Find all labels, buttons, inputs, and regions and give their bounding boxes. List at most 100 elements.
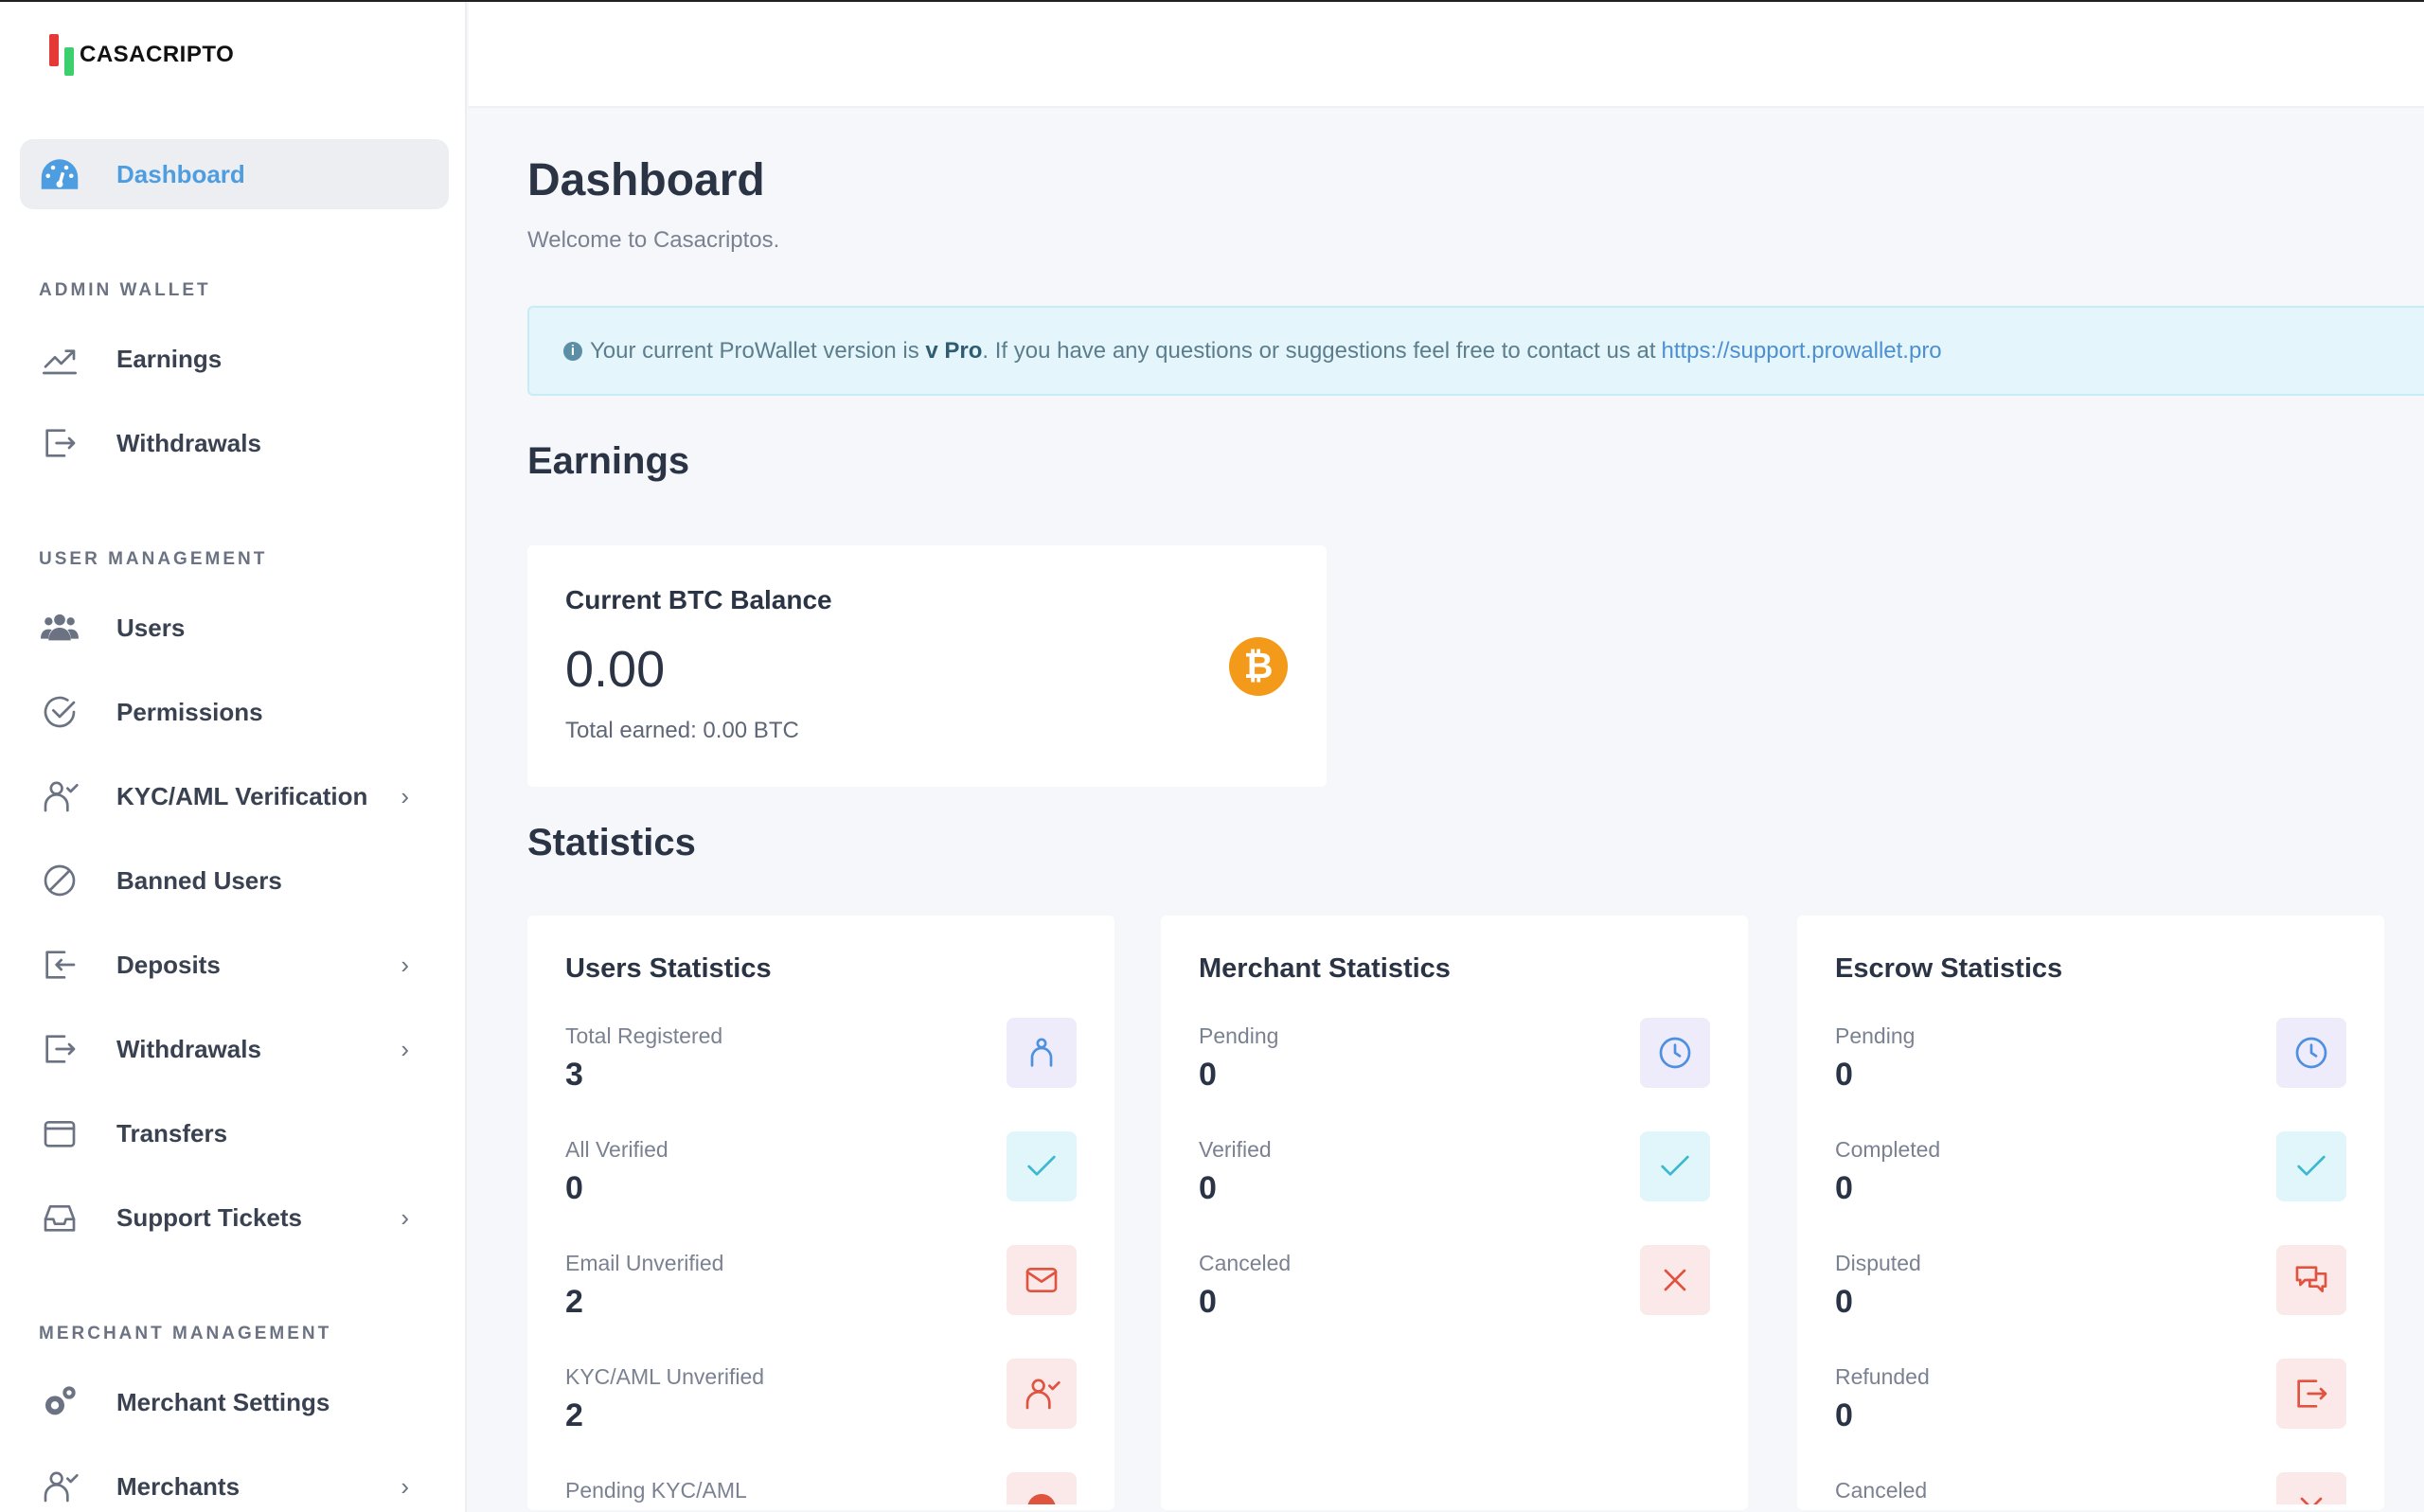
stat-label: Pending [1835,1023,1916,1048]
escrow-statistics-card: Escrow Statistics Pending 0 Completed 0 Dispu… [1797,916,2384,1510]
chevron-right-icon: › [401,781,409,810]
stat-label: Pending [1199,1023,1279,1048]
check-icon [1007,1131,1077,1201]
sidebar-item-kyc-aml-verification[interactable]: KYC/AML Verification › [20,770,449,823]
sidebar-item-users[interactable]: Users [20,601,449,654]
stat-row-pending-kyc-aml: Pending KYC/AML [565,1472,1077,1512]
export-icon [2276,1359,2346,1429]
users-icon [39,609,80,647]
clock-icon [1640,1018,1710,1088]
alert-icon [1007,1472,1077,1504]
brand-name: CASACRIPTO [80,42,235,67]
sidebar-item-earnings[interactable]: Earnings [20,332,449,385]
sidebar-item-withdrawals[interactable]: Withdrawals [20,417,449,470]
sidebar-item-banned-users[interactable]: Banned Users [20,854,449,907]
stat-row-pending: Pending 0 [1199,1018,1710,1093]
stat-label: All Verified [565,1137,668,1162]
support-link[interactable]: https://support.prowallet.pro [1661,337,1942,364]
stat-value: 0 [1199,1057,1217,1093]
user-icon [1007,1018,1077,1088]
stat-value: 0 [1835,1284,1853,1320]
stat-value: 0 [565,1170,583,1206]
stat-row-refunded: Refunded 0 [1835,1359,2346,1433]
gears-icon [39,1383,80,1421]
sidebar-item-label: Banned Users [116,865,282,895]
stat-value: 2 [565,1397,583,1433]
bitcoin-icon: ₿ [1229,637,1288,696]
logo-candle-red [49,34,59,66]
stat-label: Disputed [1835,1251,1921,1275]
x-icon [1640,1245,1710,1315]
chat-icon [2276,1245,2346,1315]
welcome-text: Welcome to Casacriptos. [527,227,780,253]
sidebar-item-label: Support Tickets [116,1202,303,1232]
export-icon [39,424,80,462]
statistics-heading: Statistics [527,822,696,863]
section-label: ADMIN WALLET [39,280,211,300]
logo-candle-green [64,47,74,76]
card-title: Escrow Statistics [1835,953,2063,984]
stat-label: Canceled [1199,1251,1292,1275]
user-check-icon [39,1468,80,1505]
stat-value: 0 [1199,1170,1217,1206]
stat-row-canceled: Canceled 0 [1199,1245,1710,1320]
stat-row-verified: Verified 0 [1199,1131,1710,1206]
sidebar-item-withdrawals[interactable]: Withdrawals › [20,1023,449,1076]
clock-icon [2276,1018,2346,1088]
page-title: Dashboard [527,155,765,205]
stat-label: Pending KYC/AML [565,1478,747,1503]
alert-version: v Pro [925,337,983,364]
x-icon [2276,1472,2346,1504]
btc-balance: 0.00 [565,641,666,698]
sidebar-item-label: Deposits [116,950,221,979]
sidebar-item-dashboard[interactable]: Dashboard [20,139,449,209]
brand-logo[interactable]: CASACRIPTO [49,34,234,76]
chevron-right-icon: › [401,1202,409,1232]
btc-balance-card: Current BTC Balance 0.00 Total earned: 0… [527,545,1327,787]
card-title: Merchant Statistics [1199,953,1451,984]
dashboard-gauge-icon [39,155,80,193]
sidebar-item-label: Dashboard [116,159,245,188]
window-top-border [0,0,2424,2]
sidebar-item-label: Merchant Settings [116,1387,330,1416]
stat-value: 3 [565,1057,583,1093]
stat-row-pending: Pending 0 [1835,1018,2346,1093]
check-icon [1640,1131,1710,1201]
sidebar: CASACRIPTO Dashboard ADMIN WALLET Earnings… [0,0,467,1512]
chevron-right-icon: › [401,950,409,979]
chevron-right-icon: › [401,1471,409,1501]
section-label: MERCHANT MANAGEMENT [39,1324,332,1343]
stat-row-canceled: Canceled [1835,1472,2346,1512]
sidebar-item-label: Earnings [116,344,223,373]
sidebar-item-transfers[interactable]: Transfers [20,1107,449,1160]
sidebar-item-deposits[interactable]: Deposits › [20,938,449,991]
top-bar [469,0,2424,108]
sidebar-item-merchant-settings[interactable]: Merchant Settings [20,1376,449,1429]
user-check-icon [39,777,80,815]
alert-text: Your current ProWallet version is [590,337,919,364]
stat-row-completed: Completed 0 [1835,1131,2346,1206]
check-icon [2276,1131,2346,1201]
stat-row-disputed: Disputed 0 [1835,1245,2346,1320]
sidebar-item-permissions[interactable]: Permissions [20,685,449,738]
stat-value: 0 [1835,1057,1853,1093]
card-title: Users Statistics [565,953,772,984]
sidebar-item-label: Transfers [116,1118,228,1147]
stat-value: 0 [1199,1284,1217,1320]
section-label: USER MANAGEMENT [39,549,268,569]
sidebar-item-label: KYC/AML Verification [116,781,368,810]
sidebar-item-support-tickets[interactable]: Support Tickets › [20,1191,449,1244]
stat-row-email-unverified: Email Unverified 2 [565,1245,1077,1320]
stat-row-total-registered: Total Registered 3 [565,1018,1077,1093]
stat-label: Verified [1199,1137,1272,1162]
card-title: Current BTC Balance [565,585,832,614]
user-check-icon [1007,1359,1077,1429]
stat-value: 0 [1835,1170,1853,1206]
sidebar-item-merchants[interactable]: Merchants › [20,1460,449,1512]
sidebar-item-label: Withdrawals [116,428,261,457]
alert-text-suffix: . If you have any questions or suggestio… [982,337,1656,364]
earnings-heading: Earnings [527,440,690,482]
ban-icon [39,862,80,899]
inbox-icon [39,1199,80,1236]
stat-label: Canceled [1835,1478,1928,1503]
